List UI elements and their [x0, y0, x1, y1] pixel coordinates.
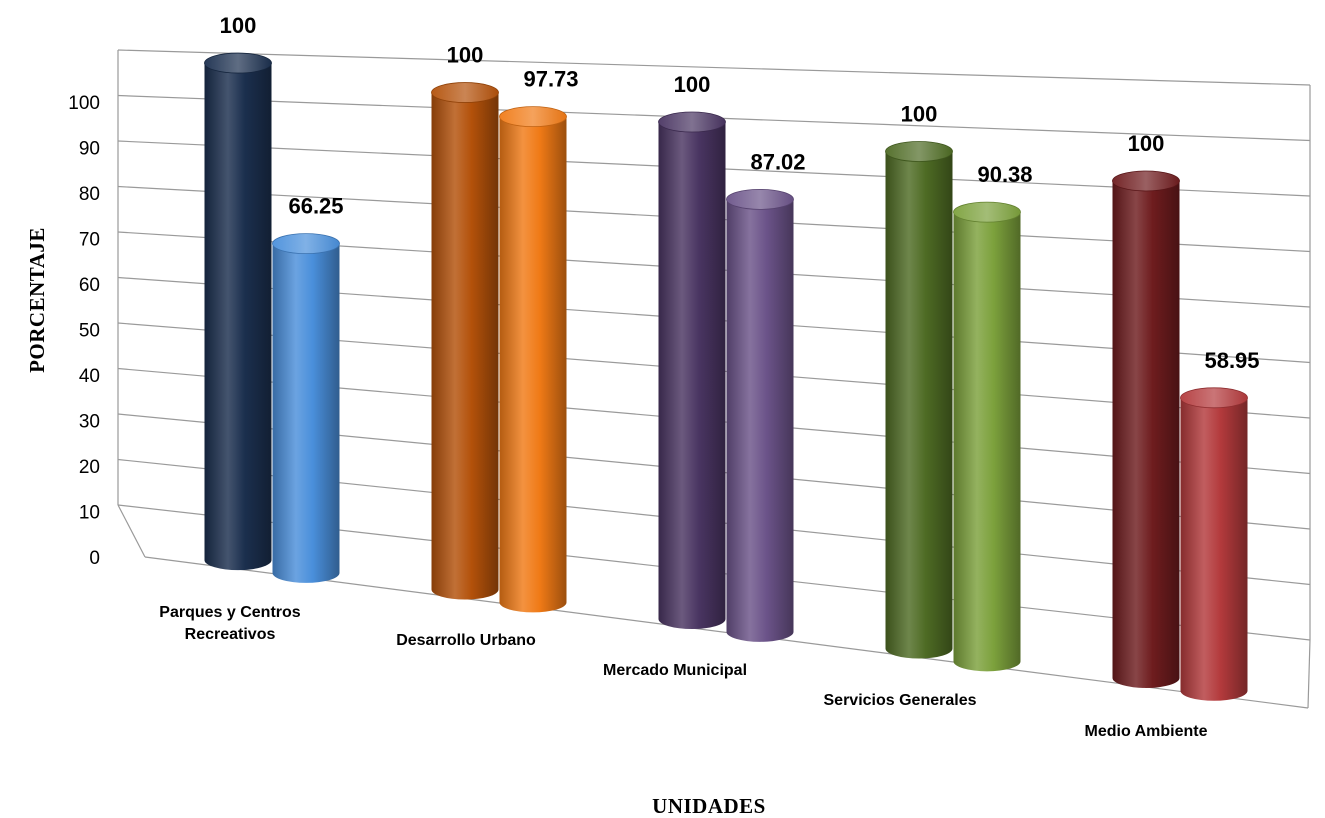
y-axis-title: PORCENTAJE: [25, 227, 49, 373]
bar-body: [1180, 397, 1248, 701]
gridline: [117, 49, 1311, 86]
y-tick-label: 70: [79, 230, 100, 251]
bar-a-3: [885, 141, 953, 659]
bar-body: [272, 243, 340, 583]
y-tick-label: 80: [79, 184, 100, 205]
bar-b-4: [1180, 387, 1248, 701]
bar-top: [1112, 170, 1180, 192]
floor-front-edge: [144, 556, 1309, 709]
bar-top: [953, 201, 1021, 223]
y-tick-label: 10: [79, 503, 100, 524]
y-tick-label: 60: [79, 275, 100, 296]
value-labels: 100 66.25 100 97.73 100 87.02 100 90.38 100 58.95: [220, 13, 1260, 373]
bar-b-3: [953, 201, 1021, 672]
value-label: 100: [674, 72, 711, 97]
value-label: 58.95: [1204, 348, 1259, 373]
bar-top: [204, 52, 272, 74]
bar-top: [885, 141, 953, 162]
value-label: 100: [1128, 131, 1165, 156]
category-label: Desarrollo Urbano: [396, 632, 536, 649]
category-labels: Parques y Centros Recreativos Desarrollo U…: [159, 604, 1207, 740]
category-label: Parques y Centros Recreativos: [159, 604, 300, 643]
y-tick-label: 100: [68, 93, 100, 114]
bar-body: [204, 63, 272, 571]
bars: [204, 52, 1248, 701]
y-tick-label: 30: [79, 412, 100, 433]
y-tick-labels: 0 10 20 30 40 50 60 70 80 90 100: [68, 93, 100, 569]
value-label: 100: [901, 101, 938, 126]
value-label: 66.25: [288, 194, 343, 219]
bar-b-1: [499, 106, 567, 613]
bar-top: [726, 188, 794, 210]
category-label: Medio Ambiente: [1085, 723, 1208, 740]
value-label: 100: [220, 13, 257, 38]
x-axis-title: UNIDADES: [652, 794, 766, 818]
y-tick-label: 20: [79, 457, 100, 478]
category-label: Mercado Municipal: [603, 662, 747, 679]
bar-a-2: [658, 111, 726, 630]
y-tick-label: 50: [79, 321, 100, 342]
bar-a-1: [431, 82, 499, 600]
bar-body: [885, 151, 953, 659]
value-label: 90.38: [977, 162, 1032, 187]
floor-left-edge: [117, 504, 146, 558]
bar-body: [726, 199, 794, 642]
bar-a-4: [1112, 170, 1180, 688]
bar-a-0: [204, 52, 272, 571]
floor-right-edge: [1307, 639, 1311, 709]
bar-body: [953, 212, 1021, 672]
y-tick-label: 0: [89, 548, 100, 569]
bar-top: [431, 82, 499, 103]
value-label: 100: [447, 43, 484, 68]
bar-b-0: [272, 233, 340, 583]
bar-top: [499, 106, 567, 128]
bar-body: [431, 92, 499, 600]
y-tick-label: 40: [79, 366, 100, 387]
bar-body: [1112, 180, 1180, 688]
value-label: 87.02: [750, 149, 805, 174]
bar-body: [658, 122, 726, 630]
category-label: Servicios Generales: [824, 692, 977, 709]
bar-body: [499, 116, 567, 613]
bar-top: [272, 233, 340, 255]
y-tick-label: 90: [79, 139, 100, 160]
value-label: 97.73: [523, 67, 578, 92]
bar-b-2: [726, 188, 794, 642]
bar-top: [1180, 387, 1248, 409]
bar-top: [658, 111, 726, 133]
